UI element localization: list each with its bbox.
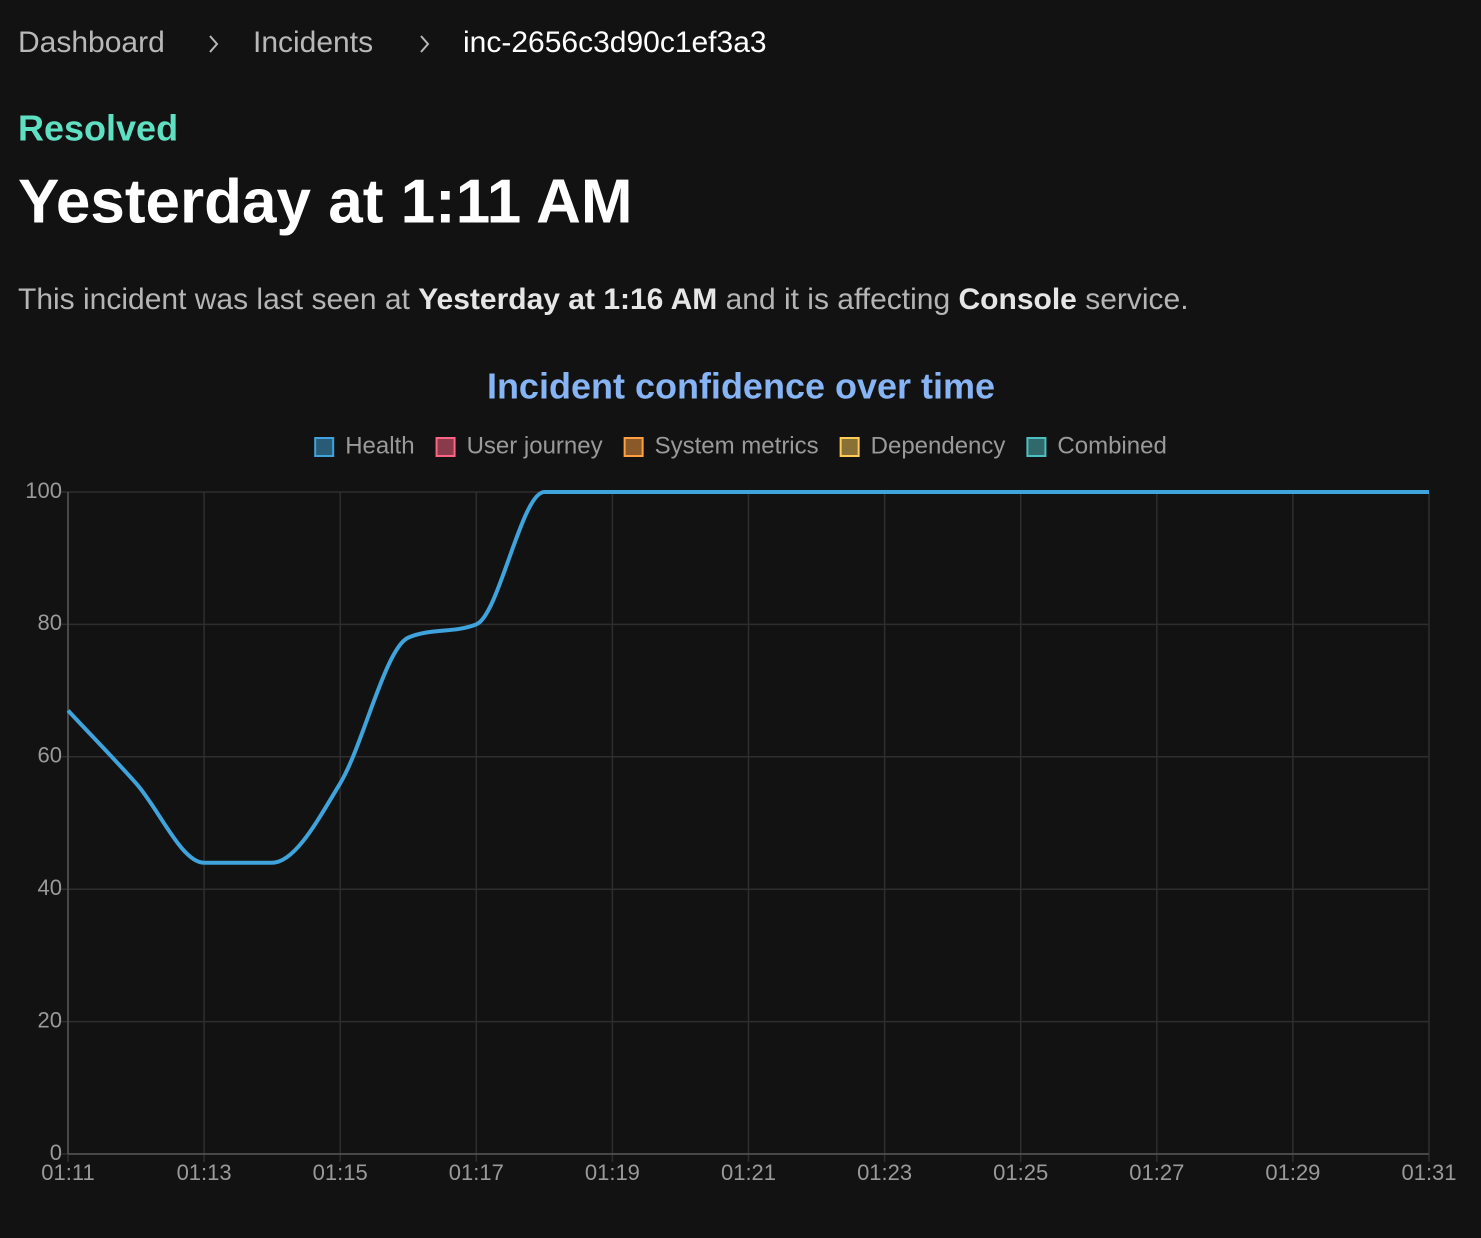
y-tick-label: 0	[50, 1140, 62, 1165]
legend-label: User journey	[467, 432, 603, 459]
description-bold: Console	[959, 283, 1077, 316]
x-tick-label: 01:19	[585, 1160, 640, 1185]
x-tick-label: 01:21	[721, 1160, 776, 1185]
breadcrumb-separator	[209, 35, 219, 53]
breadcrumb-separator	[420, 35, 430, 53]
legend-swatch	[1026, 437, 1047, 457]
legend-swatch	[314, 437, 335, 457]
breadcrumb-link[interactable]: Dashboard	[18, 26, 165, 59]
x-tick-label: 01:29	[1265, 1160, 1320, 1185]
series-line	[66, 489, 1429, 865]
x-tick-label: 01:27	[1129, 1160, 1184, 1185]
breadcrumb-current: inc-2656c3d90c1ef3a3	[463, 26, 767, 59]
description-bold: Yesterday at 1:16 AM	[418, 283, 717, 316]
description-text: This incident was last seen at	[18, 283, 418, 316]
legend-label: Combined	[1057, 432, 1166, 459]
y-tick-label: 80	[38, 610, 62, 635]
legend: Health User journey System metrics Dependen…	[314, 432, 1167, 459]
x-tick-label: 01:31	[1401, 1160, 1456, 1185]
x-tick-label: 01:13	[177, 1160, 232, 1185]
breadcrumb-link[interactable]: Incidents	[253, 26, 373, 59]
x-tick-label: 01:15	[313, 1160, 368, 1185]
y-tick-label: 40	[38, 875, 62, 900]
legend-swatch	[435, 437, 456, 457]
y-tick-label: 60	[38, 743, 62, 768]
description-text: service.	[1077, 283, 1189, 316]
y-tick-label: 20	[38, 1007, 62, 1032]
x-tick-label: 01:11	[41, 1160, 94, 1185]
description-text: and it is affecting	[717, 283, 958, 316]
status: Resolved	[18, 108, 178, 149]
x-tick-label: 01:25	[993, 1160, 1048, 1185]
legend-swatch	[623, 437, 644, 457]
legend-swatch	[839, 437, 860, 457]
x-tick-label: 01:23	[857, 1160, 912, 1185]
incident-title: Yesterday at 1:11 AM	[18, 167, 633, 236]
chart-title: Incident confidence over time	[487, 366, 995, 407]
y-tick-label: 100	[25, 478, 62, 503]
legend-label: Dependency	[871, 432, 1006, 459]
description: This incident was last seen at Yesterday…	[18, 283, 1189, 316]
x-tick-label: 01:17	[449, 1160, 504, 1185]
legend-label: Health	[345, 432, 414, 459]
legend-label: System metrics	[655, 432, 819, 459]
